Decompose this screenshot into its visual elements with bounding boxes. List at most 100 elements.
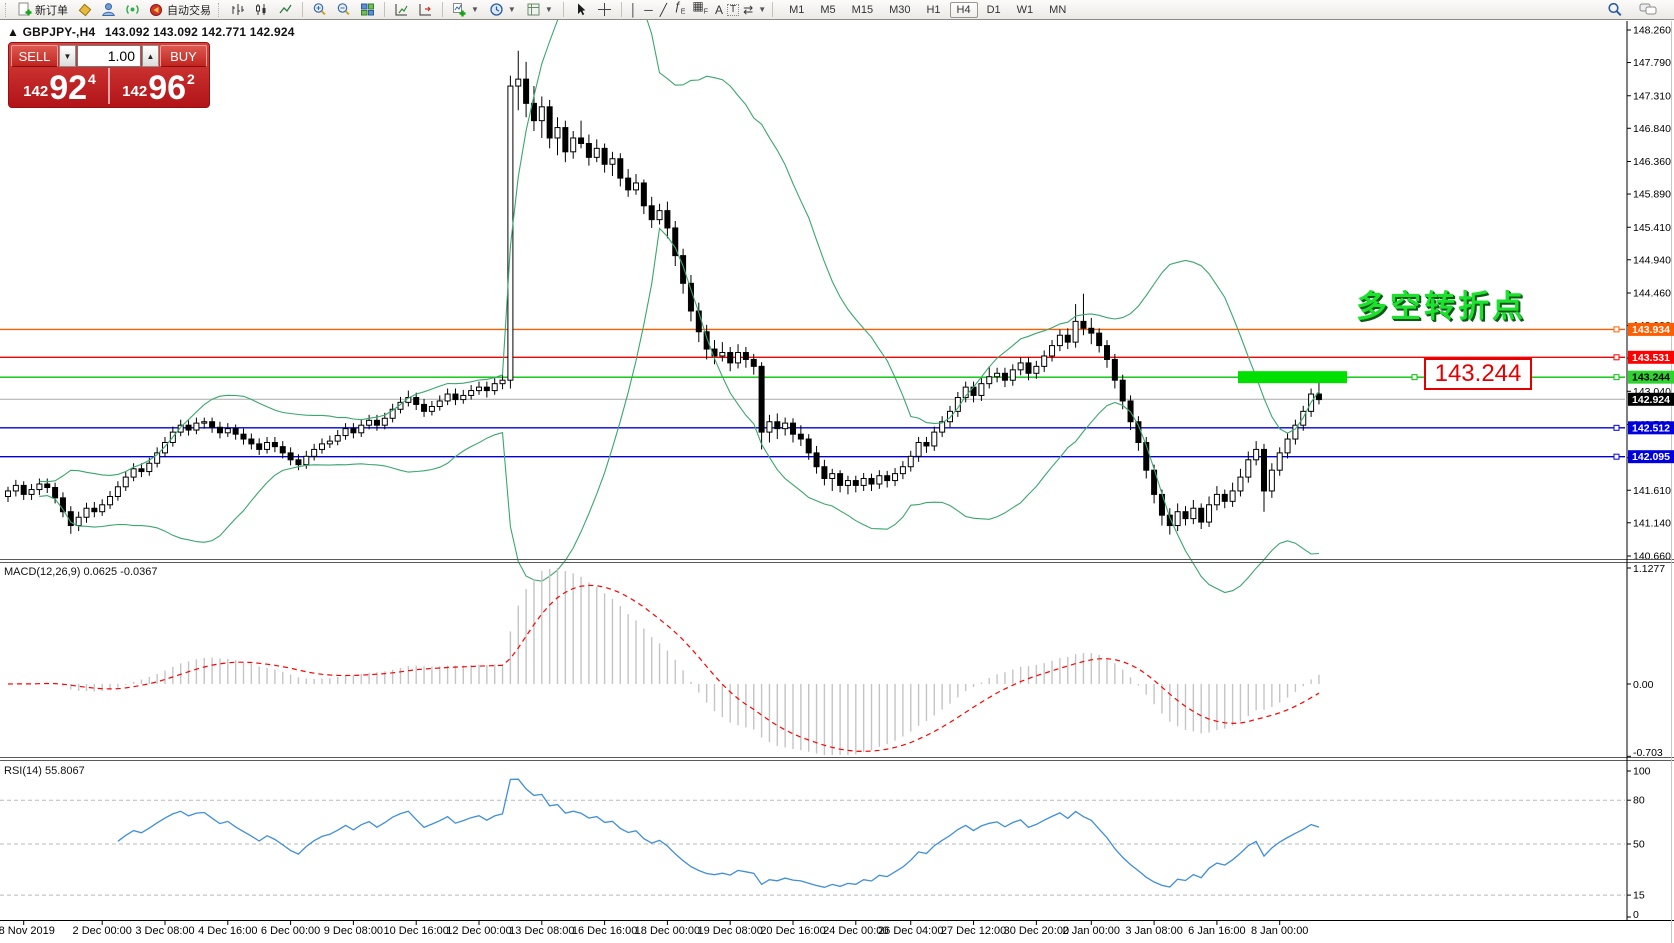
candle-bearish xyxy=(625,177,632,191)
zoom-in-button[interactable] xyxy=(308,1,331,18)
candle-bearish xyxy=(546,106,553,139)
price-badge[interactable] xyxy=(1628,450,1674,464)
price-badge-label: 142.095 xyxy=(1632,451,1670,463)
sell-button[interactable]: SELL xyxy=(11,45,58,67)
candle-bullish xyxy=(1268,469,1275,492)
fibonacci-icon[interactable]: ƒE xyxy=(674,0,686,16)
price-tick-label: 144.940 xyxy=(1633,254,1671,266)
candle-bearish xyxy=(1088,327,1095,334)
candle-bullish xyxy=(1245,459,1252,478)
expander-icon[interactable]: ▲ xyxy=(7,25,20,39)
price-tick-label: 141.140 xyxy=(1633,517,1671,529)
timeframe-m5[interactable]: M5 xyxy=(820,3,836,16)
buy-button[interactable]: BUY xyxy=(160,45,207,67)
candle-bullish xyxy=(1174,511,1181,527)
price-badge[interactable] xyxy=(1628,370,1674,384)
chart-shift-button[interactable] xyxy=(414,1,437,18)
trendline-icon[interactable]: ╱ xyxy=(659,2,668,17)
candlestick-type-button[interactable] xyxy=(250,1,273,18)
profile-button[interactable] xyxy=(97,1,120,18)
dropdown-caret-icon[interactable]: ▼ xyxy=(758,4,767,14)
text-icon[interactable]: A xyxy=(715,2,724,17)
macd-signal-line xyxy=(7,584,1320,753)
search-icon[interactable] xyxy=(1607,2,1623,18)
volume-increase-button[interactable]: ▲ xyxy=(142,45,159,67)
candle-bearish xyxy=(687,282,694,312)
candle-bearish xyxy=(271,441,278,448)
candle-bullish xyxy=(389,408,396,419)
candle-bearish xyxy=(750,358,757,367)
tile-windows-button[interactable] xyxy=(356,1,379,18)
candle-bearish xyxy=(758,365,765,433)
date-label: 6 Dec 00:00 xyxy=(261,925,320,937)
line-chart-type-button[interactable] xyxy=(274,1,297,18)
bar-chart-type-button[interactable] xyxy=(226,1,249,18)
dropdown-caret-icon[interactable]: ▼ xyxy=(471,4,479,14)
auto-trading-button[interactable]: 自动交易 xyxy=(145,1,215,19)
auto-trading-label: 自动交易 xyxy=(167,4,211,17)
periods-button[interactable]: ▼ xyxy=(485,1,521,18)
timeframe-h4[interactable]: H4 xyxy=(949,1,978,18)
price-badge[interactable] xyxy=(1628,350,1674,364)
candle-bullish xyxy=(460,394,467,401)
cursor-icon xyxy=(577,3,586,16)
date-label: 16 Dec 16:00 xyxy=(572,925,637,937)
candle-bullish xyxy=(1284,438,1291,454)
price-badge[interactable] xyxy=(1628,322,1674,336)
candle-bullish xyxy=(844,480,851,486)
price-flag-label[interactable]: 143.244 xyxy=(1424,358,1532,390)
timeframe-mn[interactable]: MN xyxy=(1049,3,1067,16)
candle-bullish xyxy=(303,455,310,466)
chat-icon[interactable] xyxy=(1639,2,1657,17)
dropdown-caret-icon[interactable]: ▼ xyxy=(544,4,553,14)
sell-price[interactable]: 142 92 4 xyxy=(11,67,108,105)
candle-bullish xyxy=(326,440,333,445)
price-badge[interactable] xyxy=(1628,421,1674,435)
cursor-tool[interactable] xyxy=(569,1,592,18)
crosshair-tool[interactable] xyxy=(593,1,616,18)
candle-bearish xyxy=(1119,379,1126,402)
candle-bearish xyxy=(185,424,192,431)
candle-bullish xyxy=(12,484,19,492)
horizontal-line-icon[interactable]: ─ xyxy=(644,2,653,17)
buy-price[interactable]: 142 96 2 xyxy=(110,67,207,105)
candle-bullish xyxy=(122,476,129,488)
timeframe-m1[interactable]: M1 xyxy=(789,3,805,16)
signal-button[interactable] xyxy=(121,1,144,18)
text-label-icon[interactable]: T xyxy=(727,3,740,16)
zoom-out-button[interactable] xyxy=(332,1,355,18)
turning-point-annotation[interactable]: 多空转折点 xyxy=(1356,289,1526,324)
vertical-line-icon[interactable]: │ xyxy=(629,2,638,17)
timeframe-h1[interactable]: H1 xyxy=(926,3,941,16)
candle-bullish xyxy=(633,182,639,191)
candle-bullish xyxy=(468,390,475,396)
volume-decrease-button[interactable]: ▼ xyxy=(59,45,76,67)
timeframe-m30[interactable]: M30 xyxy=(889,3,911,16)
timeframe-m15[interactable]: M15 xyxy=(851,3,874,16)
dropdown-caret-icon[interactable]: ▼ xyxy=(507,4,516,14)
timeframe-w1[interactable]: W1 xyxy=(1016,3,1034,16)
volume-input[interactable]: 1.00 xyxy=(77,45,141,67)
arrows-icon[interactable]: ⇄ xyxy=(743,2,754,17)
timeframe-d1[interactable]: D1 xyxy=(986,3,1001,16)
candle-bullish xyxy=(907,455,914,468)
indicators-button[interactable]: ▼ xyxy=(448,1,484,18)
candle-bullish xyxy=(766,421,773,433)
candle-bearish xyxy=(578,137,585,145)
candle-bearish xyxy=(680,255,687,284)
one-click-trading-panel: SELL ▼ 1.00 ▲ BUY 142 92 4 142 96 2 xyxy=(8,42,210,108)
signal-icon xyxy=(126,5,139,14)
price-badge[interactable] xyxy=(1628,392,1674,406)
templates-button[interactable]: ▼ xyxy=(522,1,558,18)
line-anchor xyxy=(1613,326,1620,333)
highlight-zone[interactable] xyxy=(1238,371,1347,384)
new-chart-button[interactable] xyxy=(390,1,413,18)
tile-windows-icon xyxy=(361,3,374,16)
crosshair-icon xyxy=(597,3,611,16)
candlestick-type-icon xyxy=(256,4,266,15)
charts-button[interactable] xyxy=(73,1,96,18)
grid-icon[interactable]: ▦F xyxy=(692,0,708,16)
new-order-button[interactable]: 新订单 xyxy=(13,1,72,19)
candle-bullish xyxy=(154,452,161,464)
